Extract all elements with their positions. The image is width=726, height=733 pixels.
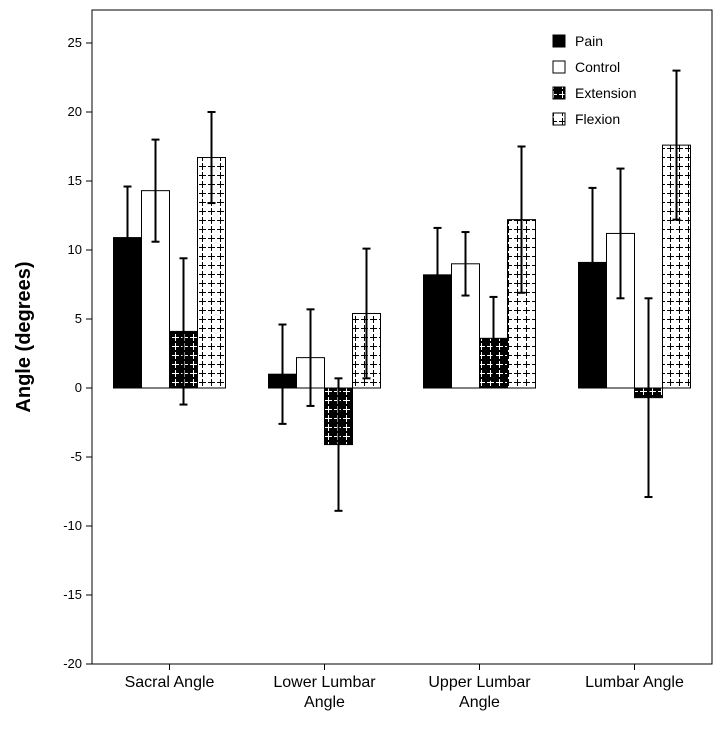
bars: [113, 144, 691, 446]
legend-swatch-pain: [552, 34, 566, 48]
x-tick-label: Upper Lumbar: [428, 674, 531, 691]
y-tick-label: -15: [63, 587, 82, 602]
legend-label-control: Control: [575, 59, 620, 75]
x-tick-label: Lumbar Angle: [585, 674, 684, 691]
x-tick-label: Sacral Angle: [125, 674, 215, 691]
y-tick-label: 25: [68, 35, 82, 50]
legend-swatch-control: [552, 60, 566, 74]
y-tick-label: -20: [63, 656, 82, 671]
legend-label-extension: Extension: [575, 85, 636, 101]
legend-swatch-extension: [552, 86, 566, 100]
legend-label-pain: Pain: [575, 33, 603, 49]
x-tick-label: Angle: [459, 694, 500, 711]
y-tick-label: 10: [68, 242, 82, 257]
x-axis: Sacral Angle Lower Lumbar Angle Upper Lumba…: [125, 664, 684, 711]
y-tick-label: -5: [70, 449, 82, 464]
legend: Pain Control Extension Flexion: [552, 33, 636, 127]
y-tick-label: 5: [75, 311, 82, 326]
legend-label-flexion: Flexion: [575, 111, 620, 127]
y-tick-label: 0: [75, 380, 82, 395]
y-axis: -20 -15 -10 -5 0 5 10 15 20 25: [63, 35, 92, 671]
x-tick-label: Angle: [304, 694, 345, 711]
y-tick-label: 20: [68, 104, 82, 119]
plot-frame: [91, 9, 713, 665]
y-tick-label: 15: [68, 173, 82, 188]
y-axis-label: Angle (degrees): [13, 261, 35, 412]
error-bars: [123, 69, 681, 512]
legend-swatch-flexion: [552, 112, 566, 126]
y-tick-label: -10: [63, 518, 82, 533]
x-tick-label: Lower Lumbar: [273, 674, 376, 691]
